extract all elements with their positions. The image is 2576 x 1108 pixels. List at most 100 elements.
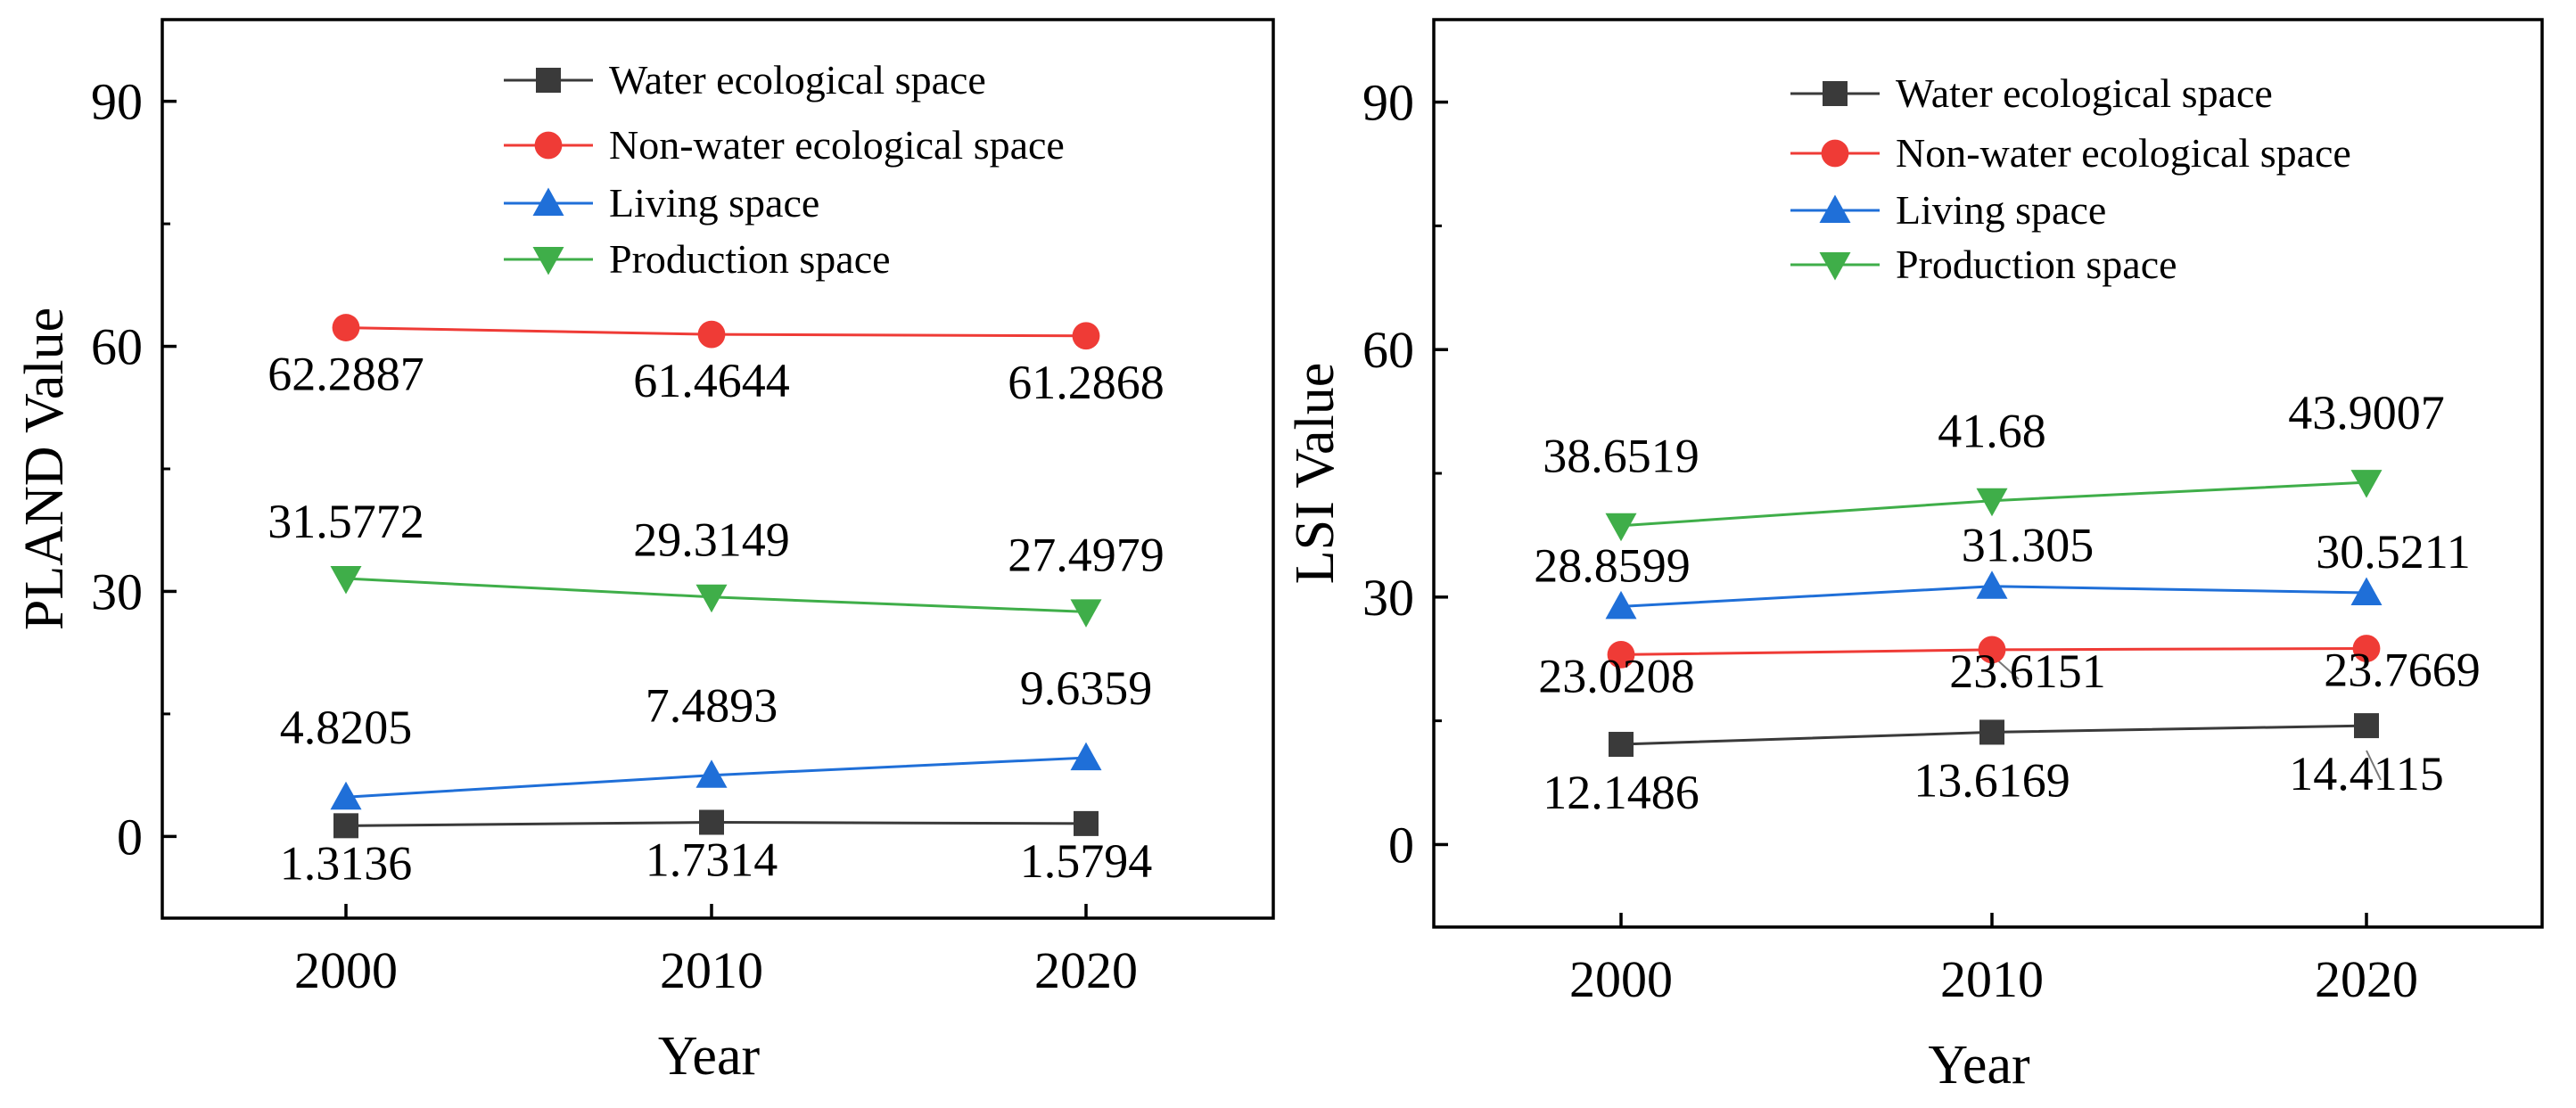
pland-chart: 0 30 60 90 2000 2010 2020 Year PLAND Value 1.3136… [14, 18, 1275, 1087]
pland-data-label-living: 9.6359 [1020, 661, 1153, 715]
lsi-data-label-water: 12.1486 [1543, 766, 1700, 819]
pland-point-living [330, 781, 362, 810]
pland-y-axis-title: PLAND Value [14, 308, 75, 630]
pland-ytick-label: 0 [117, 808, 143, 866]
lsi-ytick-label: 30 [1362, 569, 1414, 627]
pland-point-living [1070, 742, 1102, 771]
pland-point-water [1074, 810, 1099, 836]
pland-data-label-nonwater: 61.4644 [633, 354, 790, 407]
pland-data-label-water: 1.7314 [646, 833, 778, 886]
pland-x-axis-title: Year [658, 1026, 761, 1087]
lsi-data-label-production: 43.9007 [2288, 386, 2445, 439]
lsi-xtick-label: 2010 [1940, 950, 2044, 1008]
lsi-ytick-label: 0 [1388, 816, 1414, 874]
lsi-point-nonwater [1978, 636, 2006, 664]
lsi-data-label-production: 38.6519 [1543, 430, 1700, 483]
lsi-point-living [1976, 570, 2008, 599]
lsi-point-water [1609, 732, 1634, 758]
pland-xtick-label: 2000 [294, 941, 398, 999]
lsi-legend-marker-production [1819, 252, 1851, 281]
lsi-data-label-water: 14.4115 [2289, 747, 2444, 800]
pland-data-label-living: 4.8205 [280, 701, 413, 754]
lsi-legend-label-living: Living space [1896, 187, 2106, 233]
lsi-point-water [1979, 719, 2004, 745]
pland-ytick-label: 60 [91, 318, 143, 376]
pland-data-label-production: 27.4979 [1008, 528, 1165, 581]
pland-ytick-label: 30 [91, 562, 143, 620]
pland-series-living: 4.8205 7.4893 9.6359 [280, 661, 1153, 810]
lsi-point-nonwater [2352, 635, 2381, 662]
lsi-data-label-nonwater: 23.0208 [1538, 649, 1695, 702]
pland-point-nonwater [1072, 322, 1100, 350]
pland-legend-marker-nonwater [534, 131, 563, 160]
pland-point-water [699, 809, 724, 835]
lsi-xtick-label: 2020 [2315, 950, 2418, 1008]
lsi-legend-label-water: Water ecological space [1896, 70, 2273, 116]
pland-legend-label-nonwater: Non-water ecological space [609, 122, 1065, 168]
lsi-point-nonwater [1607, 641, 1635, 669]
pland-xtick-label: 2020 [1034, 941, 1138, 999]
pland-point-nonwater [697, 320, 726, 349]
lsi-legend-marker-living [1819, 194, 1851, 223]
lsi-series-nonwater: 23.0208 23.6151 23.7669 [1538, 635, 2481, 702]
pland-data-label-water: 1.5794 [1020, 834, 1153, 888]
pland-data-label-nonwater: 61.2868 [1008, 356, 1165, 409]
lsi-legend-label-production: Production space [1896, 242, 2177, 287]
pland-point-production [1070, 599, 1102, 628]
lsi-data-label-nonwater: 23.7669 [2324, 644, 2481, 697]
lsi-x-axis-title: Year [1928, 1035, 2030, 1096]
pland-series-water: 1.3136 1.7314 1.5794 [280, 809, 1153, 890]
lsi-legend-item-production: Production space [1790, 242, 2177, 287]
lsi-data-label-living: 30.5211 [2316, 525, 2471, 579]
lsi-xtick-label: 2000 [1569, 950, 1673, 1008]
lsi-data-label-living: 28.8599 [1534, 538, 1691, 592]
pland-legend-marker-living [532, 187, 564, 216]
lsi-data-label-living: 31.305 [1962, 519, 2095, 572]
pland-legend-item-production: Production space [504, 236, 891, 282]
lsi-legend-marker-water [1823, 81, 1848, 106]
pland-legend-item-living: Living space [504, 180, 819, 226]
lsi-legend-item-nonwater: Non-water ecological space [1790, 130, 2351, 176]
pland-series-nonwater: 62.2887 61.4644 61.2868 [267, 314, 1165, 409]
pland-point-nonwater [332, 314, 360, 341]
lsi-legend-item-living: Living space [1790, 187, 2106, 233]
pland-legend-item-water: Water ecological space [504, 57, 986, 103]
lsi-series-production: 38.6519 41.68 43.9007 [1543, 386, 2445, 542]
pland-xtick-label: 2010 [660, 941, 763, 999]
lsi-point-production [2350, 470, 2383, 498]
lsi-series-living: 28.8599 31.305 30.5211 [1534, 519, 2471, 620]
pland-ytick-label: 90 [91, 73, 143, 131]
pland-legend-marker-water [536, 68, 561, 93]
lsi-legend-item-water: Water ecological space [1790, 70, 2273, 116]
pland-point-production [695, 584, 728, 613]
lsi-ytick-label: 60 [1362, 321, 1414, 379]
lsi-data-label-nonwater: 23.6151 [1949, 644, 2106, 698]
pland-legend-label-production: Production space [609, 236, 891, 282]
lsi-series-water: 12.1486 13.6169 14.4115 [1543, 713, 2444, 819]
lsi-point-living [1605, 590, 1637, 620]
pland-point-water [333, 813, 358, 839]
lsi-point-production [1976, 488, 2008, 517]
pland-data-label-living: 7.4893 [646, 679, 778, 733]
pland-data-label-production: 31.5772 [267, 495, 424, 548]
lsi-data-label-water: 13.6169 [1913, 753, 2070, 807]
lsi-point-production [1605, 513, 1637, 542]
lsi-point-water [2354, 713, 2379, 739]
pland-legend-label-water: Water ecological space [609, 57, 986, 103]
lsi-y-axis-title: LSI Value [1285, 363, 1346, 585]
pland-legend-label-living: Living space [609, 180, 819, 226]
pland-data-label-nonwater: 62.2887 [267, 348, 424, 401]
pland-point-production [330, 566, 362, 595]
lsi-leader-water [2366, 750, 2382, 781]
pland-series-production: 31.5772 29.3149 27.4979 [267, 495, 1165, 628]
pland-legend-marker-production [532, 247, 564, 275]
lsi-legend-label-nonwater: Non-water ecological space [1896, 130, 2351, 176]
lsi-data-label-production: 41.68 [1938, 405, 2046, 458]
pland-data-label-production: 29.3149 [633, 513, 790, 567]
pland-point-living [695, 759, 728, 788]
lsi-ytick-label: 90 [1362, 74, 1414, 132]
pland-legend-item-nonwater: Non-water ecological space [504, 122, 1065, 168]
pland-data-label-water: 1.3136 [280, 836, 413, 890]
